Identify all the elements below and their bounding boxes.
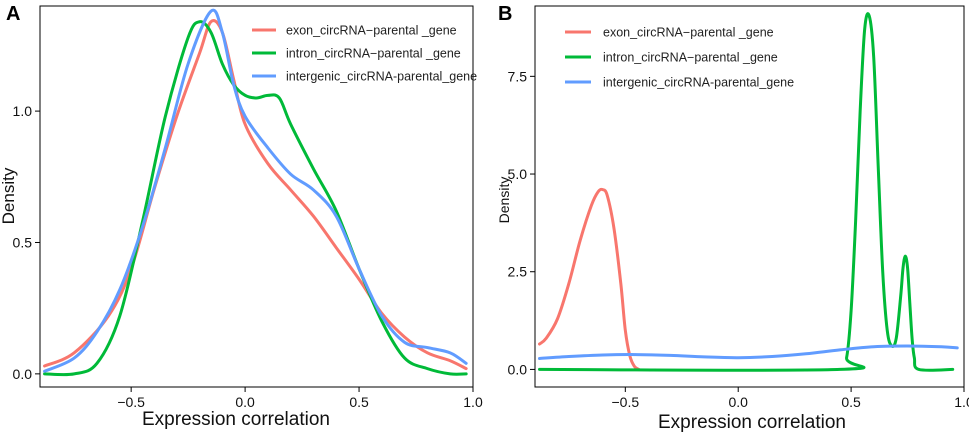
panel-a-y-axis: 0.0 0.5 1.0 — [13, 103, 40, 382]
panel-b-y-axis-title: Density — [496, 177, 512, 224]
panel-a: A 0.0 0.5 1.0 −0.5 0.0 0.5 1.0 Expression cor… — [0, 3, 483, 430]
panel-a-legend-label-3: intergenic_circRNA-parental_gene — [286, 70, 477, 84]
panel-a-x-tick-label: 1.0 — [463, 394, 483, 410]
panel-b-x-tick-label: 0.5 — [841, 394, 861, 410]
panel-b-legend-label-1: exon_circRNA−parental _gene — [603, 26, 774, 40]
panel-a-x-axis: −0.5 0.0 0.5 1.0 — [117, 387, 483, 410]
panel-b-legend: exon_circRNA−parental _gene intron_circRN… — [565, 26, 794, 90]
panel-b-x-axis: −0.5 0.0 0.5 1.0 — [611, 387, 969, 410]
panel-a-series-lines — [43, 8, 468, 377]
panel-b: B 0.0 2.5 5.0 7.5 −0.5 0.0 0.5 1.0 Expression … — [496, 3, 969, 433]
panel-a-plot-frame — [39, 5, 474, 388]
panel-a-x-tick-label: 0.0 — [235, 394, 255, 410]
panel-b-series-line-3 — [538, 344, 959, 360]
panel-b-x-axis-title: Expression correlation — [658, 412, 846, 433]
panel-a-y-axis-title: Density — [0, 167, 18, 224]
panel-b-series-lines — [538, 12, 959, 372]
panel-b-y-tick-label: 7.5 — [508, 68, 528, 84]
panel-b-letter: B — [498, 3, 512, 25]
panel-b-legend-label-2: intron_circRNA−parental _gene — [603, 51, 778, 65]
panel-b-x-tick-label: 0.0 — [728, 394, 748, 410]
panel-a-x-tick-label: −0.5 — [117, 394, 145, 410]
panel-a-legend: exon_circRNA−parental _gene intron_circRN… — [252, 24, 477, 84]
panel-a-legend-label-1: exon_circRNA−parental _gene — [286, 24, 457, 38]
panel-b-legend-label-3: intergenic_circRNA-parental_gene — [603, 76, 794, 90]
panel-a-x-tick-label: 0.5 — [349, 394, 369, 410]
panel-a-legend-label-2: intron_circRNA−parental _gene — [286, 47, 461, 61]
panel-a-x-axis-title: Expression correlation — [142, 409, 330, 430]
panel-a-y-tick-label: 1.0 — [13, 103, 33, 119]
panel-b-x-tick-label: 1.0 — [954, 394, 969, 410]
panel-b-series-line-1 — [538, 187, 641, 371]
panel-b-plot-frame — [534, 5, 965, 388]
panel-a-letter: A — [6, 3, 20, 25]
panel-b-y-tick-label: 0.0 — [508, 361, 528, 377]
panel-a-series-line-3 — [43, 8, 468, 373]
panel-b-y-axis: 0.0 2.5 5.0 7.5 — [508, 68, 535, 377]
panel-b-y-tick-label: 5.0 — [508, 166, 528, 182]
panel-a-y-tick-label: 0.5 — [13, 234, 33, 250]
panel-a-y-tick-label: 0.0 — [13, 366, 33, 382]
panel-b-x-tick-label: −0.5 — [611, 394, 639, 410]
panel-b-series-line-2 — [538, 12, 955, 372]
panel-b-y-tick-label: 2.5 — [508, 264, 528, 280]
